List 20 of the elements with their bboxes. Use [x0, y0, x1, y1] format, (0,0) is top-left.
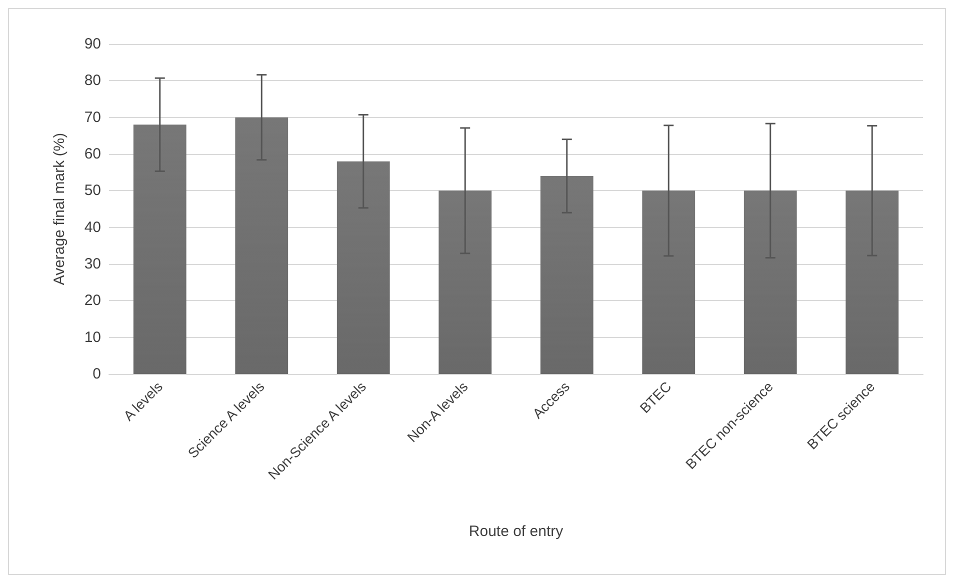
y-tick-label: 30 — [84, 256, 101, 272]
y-tick-label: 70 — [84, 108, 101, 126]
bar — [133, 124, 186, 374]
y-tick-label: 10 — [84, 328, 101, 346]
y-tick-label: 0 — [92, 366, 101, 382]
y-tick-label: 60 — [84, 146, 101, 162]
y-tick-label: 20 — [84, 292, 101, 310]
bar — [642, 190, 696, 374]
bar — [235, 117, 288, 374]
x-axis-title: Route of entry — [468, 523, 564, 540]
bar — [744, 190, 797, 374]
y-tick-label: 40 — [84, 218, 101, 236]
y-tick-label: 90 — [84, 36, 101, 52]
bar — [438, 190, 492, 374]
bar — [846, 190, 899, 374]
bar — [336, 161, 390, 374]
y-tick-label: 80 — [84, 72, 101, 90]
bar — [540, 176, 594, 374]
y-axis-title: Average final mark (%) — [51, 132, 68, 286]
y-tick-label: 50 — [84, 182, 101, 200]
